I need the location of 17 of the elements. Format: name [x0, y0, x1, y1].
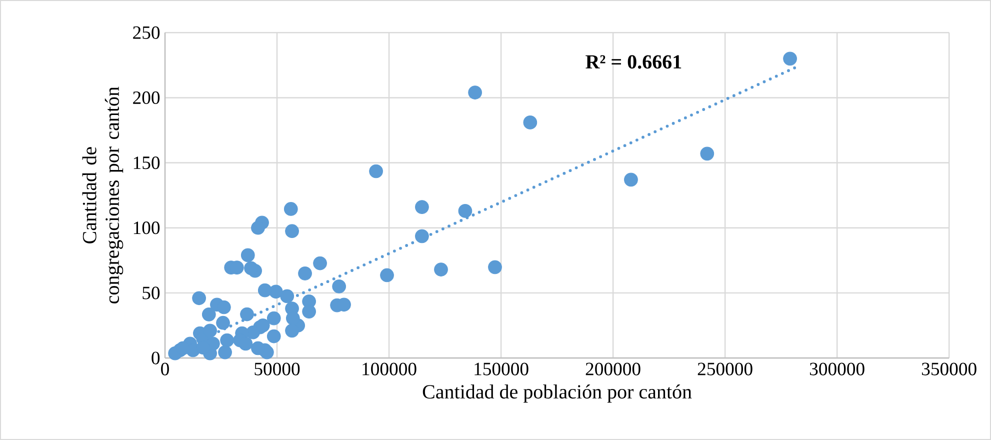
x-tick-label: 350000: [922, 362, 976, 376]
y-tick-label: 150: [134, 156, 160, 170]
x-tick-label: 0: [161, 362, 169, 376]
x-tick-label: 50000: [254, 362, 300, 376]
y-axis-title: Cantidad de congregaciones por cantón: [82, 86, 124, 304]
x-tick-label: 300000: [810, 362, 864, 376]
y-tick-label: 100: [134, 222, 160, 234]
x-tick-label: 200000: [586, 362, 640, 376]
x-tick-label: 100000: [362, 362, 416, 376]
x-tick-label: 250000: [698, 362, 752, 376]
x-tick-label: 150000: [474, 362, 528, 376]
annotation: R² = 0.6661: [586, 55, 682, 69]
y-tick-label: 200: [133, 91, 160, 104]
x-axis-title: Cantidad de población por cantón: [422, 384, 692, 403]
y-tick-label: 0: [152, 352, 160, 364]
y-tick-label: 250: [133, 26, 160, 39]
y-tick-label: 50: [142, 286, 160, 300]
